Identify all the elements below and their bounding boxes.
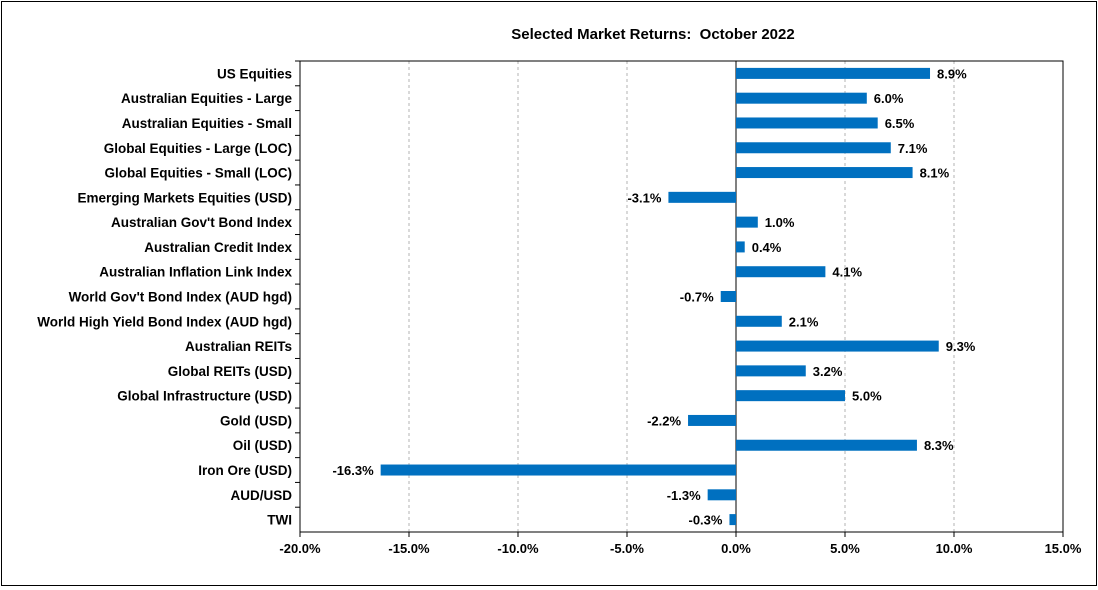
bars [380,67,939,526]
value-label-11: 9.3% [946,339,976,354]
value-label-17: -1.3% [667,488,701,503]
category-label-14: Gold (USD) [220,413,292,428]
value-label-0: 8.9% [937,66,967,81]
category-label-13: Global Infrastructure (USD) [117,389,292,404]
category-label-4: Global Equities - Small (LOC) [104,166,292,181]
category-label-18: TWI [267,513,292,528]
category-label-16: Iron Ore (USD) [198,463,292,478]
x-axis: -20.0% -15.0% -10.0% -5.0% 0.0% 5.0% 10.0% 15.0… [279,532,1082,556]
value-label-2: 6.5% [885,116,915,131]
category-labels: US Equities Australian Equities - Large Au… [37,60,300,528]
plot-area-border [299,60,1064,533]
bar-10 [736,315,782,327]
x-tick-label-4: 0.0% [721,541,751,556]
value-label-5: -3.1% [627,190,661,205]
bar-0 [736,67,931,79]
bar-15 [736,439,917,451]
bar-7 [736,241,745,253]
x-tick-label-2: -10.0% [497,541,539,556]
bar-13 [736,390,845,402]
value-label-1: 6.0% [874,91,904,106]
category-label-12: Global REITs (USD) [168,364,292,379]
bar-8 [736,266,826,278]
category-label-11: Australian REITs [185,339,292,354]
category-label-3: Global Equities - Large (LOC) [104,141,292,156]
x-tick-label-7: 15.0% [1045,541,1082,556]
bar-18 [729,514,736,526]
value-label-15: 8.3% [924,438,954,453]
value-label-8: 4.1% [832,265,862,280]
x-tick-label-6: 10.0% [936,541,973,556]
bar-16 [380,464,736,476]
bar-12 [736,365,806,377]
value-label-16: -16.3% [332,463,374,478]
category-label-17: AUD/USD [230,488,292,503]
value-label-14: -2.2% [647,413,681,428]
value-label-4: 8.1% [920,166,950,181]
category-label-2: Australian Equities - Small [122,116,292,131]
category-label-10: World High Yield Bond Index (AUD hgd) [37,314,292,329]
bar-11 [736,340,939,352]
category-label-0: US Equities [217,66,292,81]
gridlines [408,61,955,532]
bar-6 [736,216,758,228]
category-label-1: Australian Equities - Large [121,91,293,106]
bar-5 [668,191,736,203]
category-label-8: Australian Inflation Link Index [99,265,292,280]
category-label-9: World Gov't Bond Index (AUD hgd) [69,290,292,305]
value-label-12: 3.2% [813,364,843,379]
bar-4 [736,167,913,179]
value-label-6: 1.0% [765,215,795,230]
value-label-10: 2.1% [789,314,819,329]
category-label-15: Oil (USD) [233,438,292,453]
value-label-3: 7.1% [898,141,928,156]
bar-9 [720,291,736,302]
x-tick-label-1: -15.0% [388,541,430,556]
value-label-13: 5.0% [852,389,882,404]
category-label-7: Australian Credit Index [144,240,292,255]
value-label-7: 0.4% [752,240,782,255]
category-label-6: Australian Gov't Bond Index [111,215,292,230]
x-tick-label-5: 5.0% [830,541,860,556]
bar-17 [707,489,736,501]
bar-2 [736,117,878,129]
value-label-18: -0.3% [688,513,722,528]
chart-title: Selected Market Returns: October 2022 [511,26,794,43]
value-label-9: -0.7% [680,290,714,305]
x-tick-label-0: -20.0% [279,541,321,556]
bar-3 [736,142,891,154]
category-label-5: Emerging Markets Equities (USD) [77,190,292,205]
value-labels: 8.9% 6.0% 6.5% 7.1% 8.1% -3.1% 1.0% 0.4% 4.1% -0.… [332,66,975,527]
bar-1 [736,92,867,104]
bar-14 [688,414,736,426]
x-tick-label-3: -5.0% [610,541,644,556]
